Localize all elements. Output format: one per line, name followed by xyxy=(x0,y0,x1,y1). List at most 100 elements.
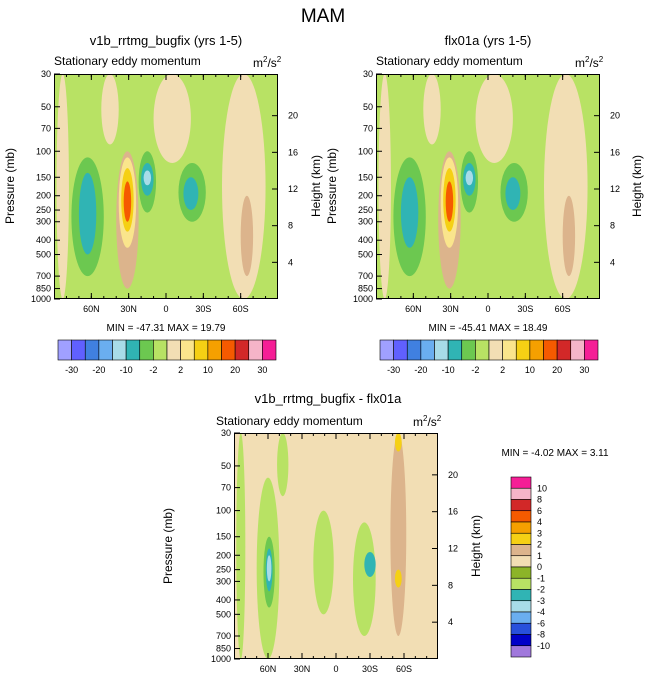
panel-2: flx01a (yrs 1-5) Stationary eddy momentu… xyxy=(325,33,644,375)
contour-region-6 xyxy=(353,522,376,637)
diff-colorbar-swatch xyxy=(510,634,532,647)
panel-3-subtitle: Stationary eddy momentum xyxy=(216,414,363,428)
colorbar-swatch xyxy=(379,339,394,361)
y-tick-label: 300 xyxy=(216,576,231,586)
colorbar-swatch xyxy=(570,339,585,361)
panel-1-units: m2/s2 xyxy=(253,55,282,70)
colorbar-swatch xyxy=(556,339,572,361)
colorbar-label: -10 xyxy=(442,365,455,375)
colorbar-swatch xyxy=(193,339,209,361)
y-tick-label: 200 xyxy=(36,191,51,201)
y-tick-label: 250 xyxy=(216,565,231,575)
colorbar-swatch xyxy=(406,339,422,361)
diff-colorbar-swatch xyxy=(510,622,532,635)
y-tick-label: 100 xyxy=(216,506,231,516)
x-tick-label: 30N xyxy=(294,664,311,674)
contour-region-13 xyxy=(465,170,474,186)
diff-colorbar-swatch xyxy=(510,589,532,602)
colorbar-label: 30 xyxy=(257,365,267,375)
contour-region-1 xyxy=(101,74,119,145)
colorbar-swatch xyxy=(125,339,141,361)
y-tick-label: 150 xyxy=(36,172,51,182)
colorbar-swatch xyxy=(584,339,599,361)
diff-colorbar-swatch xyxy=(510,611,532,624)
contour-region-10 xyxy=(445,181,454,222)
colorbar-swatch xyxy=(447,339,463,361)
diff-colorbar-swatch xyxy=(510,510,532,523)
y-tick-label: 300 xyxy=(358,217,373,227)
height-tick-label: 4 xyxy=(610,257,615,267)
height-tick-label: 16 xyxy=(610,147,620,157)
diff-colorbar-label: 6 xyxy=(537,506,542,516)
panel-2-title: flx01a (yrs 1-5) xyxy=(445,33,532,48)
colorbar-swatch xyxy=(57,339,72,361)
colorbar-swatch xyxy=(461,339,476,361)
colorbar-swatch xyxy=(153,339,168,361)
contour-region-5 xyxy=(313,510,334,615)
diff-colorbar-swatch xyxy=(510,600,532,613)
y-tick-label: 850 xyxy=(358,284,373,294)
colorbar-label: 20 xyxy=(230,365,240,375)
diff-colorbar-label: -10 xyxy=(537,641,550,651)
colorbar-swatch xyxy=(221,339,236,361)
x-tick-label: 0 xyxy=(333,664,338,674)
diff-colorbar-label: 10 xyxy=(537,483,547,493)
contour-region-2 xyxy=(153,74,191,163)
x-tick-label: 30S xyxy=(362,664,378,674)
colorbar-swatch xyxy=(488,339,503,361)
diff-colorbar-swatch xyxy=(510,487,532,500)
y-tick-label: 50 xyxy=(363,102,373,112)
panel-3-units: m2/s2 xyxy=(413,414,442,429)
colorbar-swatch xyxy=(529,339,544,361)
y-tick-label: 200 xyxy=(216,550,231,560)
y-tick-label: 850 xyxy=(36,284,51,294)
colorbar-swatch xyxy=(262,339,277,361)
y-tick-label: 30 xyxy=(363,69,373,79)
height-tick-label: 12 xyxy=(288,184,298,194)
panel-1-title: v1b_rrtmg_bugfix (yrs 1-5) xyxy=(90,33,242,48)
x-tick-label: 30S xyxy=(517,304,533,314)
panel-1-ylabel: Pressure (mb) xyxy=(3,148,17,224)
x-tick-label: 0 xyxy=(163,304,168,314)
panel-2-plot xyxy=(376,74,600,299)
height-tick-label: 8 xyxy=(610,221,615,231)
page-title: MAM xyxy=(301,6,345,27)
contour-region-4 xyxy=(240,195,254,277)
y-tick-label: 400 xyxy=(36,235,51,245)
contour-region-10 xyxy=(394,433,402,452)
diff-colorbar-swatch xyxy=(510,544,532,557)
panel-3-ylabel: Pressure (mb) xyxy=(161,508,175,584)
x-tick-label: 60S xyxy=(396,664,412,674)
colorbar-label: 2 xyxy=(500,365,505,375)
diff-colorbar-label: -3 xyxy=(537,596,545,606)
diff-colorbar-label: 3 xyxy=(537,528,542,538)
x-tick-label: 60N xyxy=(260,664,277,674)
diff-colorbar-swatch xyxy=(510,645,532,658)
contour-region-1 xyxy=(423,74,441,145)
colorbar-swatch xyxy=(475,339,490,361)
contour-region-9 xyxy=(394,569,402,588)
x-tick-label: 0 xyxy=(485,304,490,314)
diff-colorbar-swatch xyxy=(510,555,532,568)
colorbar-label: 2 xyxy=(178,365,183,375)
panel-3-plot xyxy=(234,433,438,659)
colorbar-swatch xyxy=(434,339,449,361)
y-tick-label: 100 xyxy=(358,146,373,156)
panel-3-title: v1b_rrtmg_bugfix - flx01a xyxy=(255,391,402,406)
y-tick-label: 1000 xyxy=(211,654,231,664)
contour-region-6 xyxy=(78,172,97,255)
x-tick-label: 60N xyxy=(83,304,100,314)
panel-2-subtitle: Stationary eddy momentum xyxy=(376,54,523,68)
diff-colorbar-label: 2 xyxy=(537,540,542,550)
colorbar-label: -30 xyxy=(387,365,400,375)
colorbar-label: -20 xyxy=(92,365,105,375)
height-tick-label: 4 xyxy=(288,257,293,267)
contour-region-6 xyxy=(400,177,419,248)
contour-region-0 xyxy=(236,433,246,659)
colorbar-swatch xyxy=(502,339,517,361)
colorbar-swatch xyxy=(166,339,181,361)
colorbar-label: 10 xyxy=(525,365,535,375)
y-tick-label: 50 xyxy=(221,461,231,471)
contour-region-15 xyxy=(183,177,199,211)
